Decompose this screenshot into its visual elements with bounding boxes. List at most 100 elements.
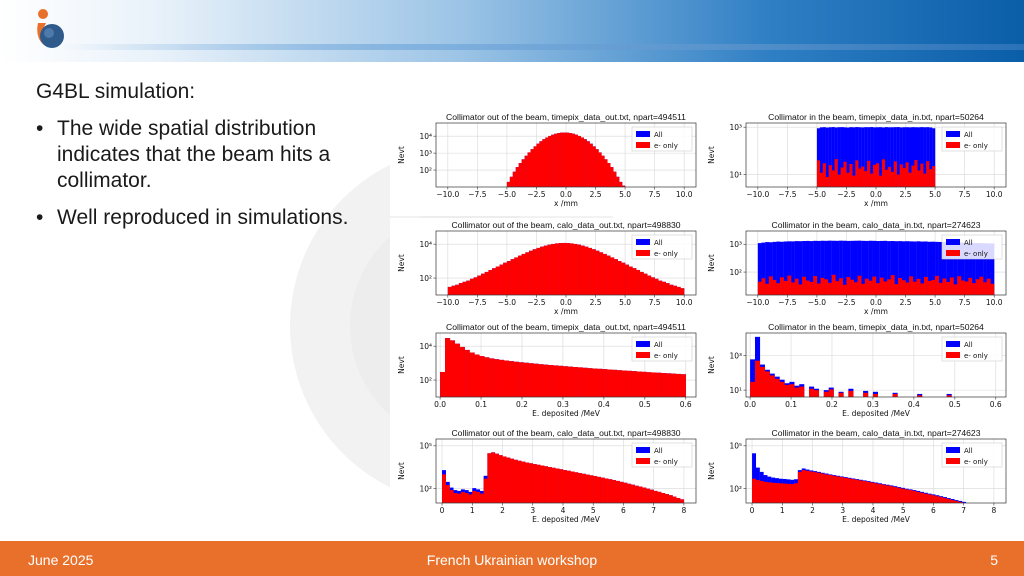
bar-electron [440,371,446,397]
legend-swatch [946,352,960,358]
x-tick-label: 8 [682,506,687,515]
bar-electron [890,275,895,295]
bar-electron [938,282,943,295]
bar-electron [442,474,446,503]
bar-electron [449,490,454,503]
bar-electron [451,285,456,295]
bar-electron [861,283,866,295]
chart-title: Collimator out of the beam, timepix_data… [446,322,686,332]
bar-electron [626,370,632,397]
bar-electron [653,490,658,503]
legend-label: All [654,239,663,247]
bar-electron [822,163,826,187]
x-tick-label: 4 [561,506,566,515]
bar-electron [917,395,923,397]
bar-electron [931,495,936,503]
y-tick-label: 10⁴ [419,240,432,249]
bar-electron [846,277,851,295]
bar-electron [613,171,617,187]
bar-electron [954,500,959,503]
x-axis-label: E. deposited /MeV [532,409,601,418]
bar-electron [562,242,567,295]
bar-electron [820,473,825,503]
bar-electron [543,245,548,295]
bar-all [805,240,810,295]
y-tick-label: 10³ [729,123,742,132]
bar-all [927,241,932,295]
bar-all [809,241,814,295]
y-tick-label: 10¹ [729,170,742,179]
bar-all [912,241,917,295]
bar-electron [518,362,524,397]
bar-electron [838,392,844,397]
bar-electron [876,163,880,187]
bar-electron [755,360,761,397]
bar-all [872,240,877,295]
bar-electron [606,255,611,295]
bar-electron [488,269,493,295]
bar-all [798,241,803,295]
y-tick-label: 10² [419,376,432,385]
bar-electron [755,480,760,503]
bar-electron [764,371,770,397]
x-tick-label: −7.5 [778,298,796,307]
bar-electron [515,167,519,187]
bar-electron [946,499,951,503]
bar-all [827,240,832,295]
bar-all [861,240,866,295]
bar-all [850,240,854,295]
bar-all [908,127,912,187]
x-tick-label: 3 [840,506,845,515]
bar-all [909,241,914,295]
x-tick-label: −10.0 [436,298,459,307]
x-tick-label: 2.5 [900,298,912,307]
x-tick-label: 2 [810,506,815,515]
x-tick-label: 0.2 [516,400,528,409]
y-tick-label: 10² [419,166,432,175]
bar-electron [553,365,559,397]
bar-electron [599,252,604,295]
bar-all [819,127,823,187]
x-tick-label: 7.5 [649,298,661,307]
bar-electron [750,381,756,397]
x-tick-label: 5.0 [619,190,631,199]
bar-electron [761,278,766,295]
bar-electron [765,283,770,295]
bar-electron [680,374,686,397]
bar-all [794,241,799,295]
bar-electron [499,264,504,295]
bar-electron [836,476,841,503]
legend-swatch [946,131,960,137]
bar-electron [445,485,450,503]
bar-electron [983,282,987,295]
bar-electron [898,278,903,295]
bar-all [834,127,838,187]
y-tick-label: 10⁵ [419,442,432,451]
bar-electron [597,368,603,397]
y-tick-label: 10⁵ [729,442,742,451]
bar-electron [479,356,485,397]
legend-swatch [946,447,960,453]
bar-electron [484,271,489,295]
bar-all [960,242,965,295]
chart-title: Collimator in the beam, timepix_data_in.… [768,322,984,332]
bar-electron [536,143,540,187]
y-tick-label: 10² [729,268,742,277]
bar-electron [924,276,928,295]
bar-electron [912,281,917,295]
bar-all [881,127,886,187]
bar-electron [607,163,611,187]
bar-all [932,128,936,187]
bar-electron [568,133,573,187]
bar-electron [580,137,584,187]
x-tick-label: 4 [871,506,876,515]
bar-all [914,127,918,187]
histogram-chart: Collimator in the beam, timepix_data_in.… [700,320,1022,426]
bar-all [868,240,873,295]
bar-all [852,127,856,187]
bar-electron [510,259,515,295]
chart-panel: Collimator in the beam, timepix_data_in.… [700,320,1022,426]
bar-electron [656,372,662,397]
bar-all [840,127,844,187]
bar-electron [887,279,891,295]
